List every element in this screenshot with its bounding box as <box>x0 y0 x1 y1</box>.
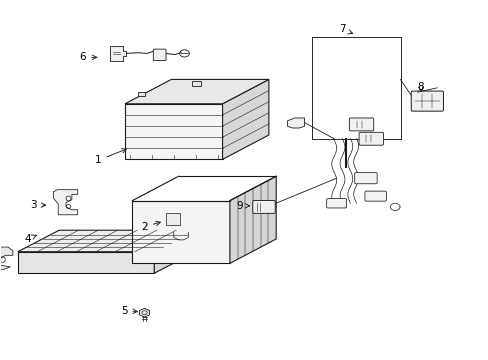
FancyBboxPatch shape <box>153 49 165 60</box>
FancyBboxPatch shape <box>252 201 275 213</box>
Polygon shape <box>0 247 13 270</box>
Polygon shape <box>154 230 195 273</box>
FancyBboxPatch shape <box>348 118 373 131</box>
Bar <box>137 91 145 96</box>
Polygon shape <box>222 80 268 159</box>
Text: 5: 5 <box>121 306 137 316</box>
Text: 2: 2 <box>141 221 160 231</box>
Polygon shape <box>53 190 78 215</box>
Polygon shape <box>18 230 195 252</box>
Bar <box>166 213 180 225</box>
Text: 7: 7 <box>338 24 352 35</box>
Polygon shape <box>287 118 304 128</box>
Polygon shape <box>229 176 276 264</box>
Text: 8: 8 <box>417 82 424 92</box>
Bar <box>192 81 201 86</box>
Text: 9: 9 <box>236 201 249 211</box>
FancyBboxPatch shape <box>410 91 443 111</box>
Polygon shape <box>18 252 154 273</box>
FancyBboxPatch shape <box>364 191 386 201</box>
Text: 4: 4 <box>24 234 36 244</box>
FancyBboxPatch shape <box>358 132 383 145</box>
Polygon shape <box>125 80 268 104</box>
Text: 6: 6 <box>79 52 97 62</box>
Text: 1: 1 <box>95 149 126 165</box>
Text: 3: 3 <box>30 200 45 210</box>
FancyBboxPatch shape <box>354 173 376 184</box>
Polygon shape <box>139 309 149 317</box>
FancyBboxPatch shape <box>326 199 346 208</box>
Polygon shape <box>110 46 126 60</box>
Polygon shape <box>125 104 222 159</box>
Polygon shape <box>132 201 229 264</box>
